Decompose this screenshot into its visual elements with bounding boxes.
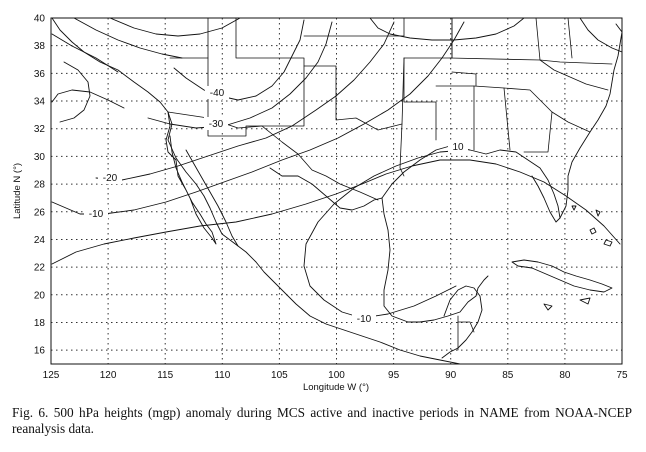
y-tick-label: 32 <box>34 124 46 135</box>
y-tick-label: 28 <box>34 180 46 191</box>
y-tick-label: 20 <box>34 290 46 301</box>
x-tick-label: 120 <box>100 370 117 381</box>
y-tick-label: 34 <box>34 97 46 108</box>
figure-caption: Fig. 6. 500 hPa heights (mgp) anomaly du… <box>12 405 632 436</box>
x-tick-label: 110 <box>214 370 230 381</box>
island-outline <box>571 205 577 211</box>
contour-labels: -40 -30 -20 -10 10 -10 <box>84 86 468 325</box>
y-axis-title: Latitude N (°) <box>12 163 23 219</box>
gulf-coastline <box>269 167 489 323</box>
y-tick-label: 40 <box>34 14 46 25</box>
island-outline <box>589 227 597 235</box>
contour-label: -10 <box>357 314 372 325</box>
state-borders <box>169 18 613 177</box>
y-tick-label: 30 <box>34 152 46 163</box>
island-outline <box>595 209 601 217</box>
height-anomaly-contours <box>51 18 622 319</box>
contour-label: -10 <box>89 209 104 220</box>
island-outline <box>543 303 553 311</box>
x-axis-title: Longitude W (°) <box>303 382 369 393</box>
y-tick-label: 18 <box>34 318 46 329</box>
texas-louisiana-coast <box>381 145 561 223</box>
x-axis-ticks: 125 120 115 110 105 100 95 90 85 80 75 <box>43 370 628 381</box>
y-tick-label: 26 <box>34 207 46 218</box>
contour-minus-40 <box>173 19 305 101</box>
x-tick-label: 80 <box>559 370 571 381</box>
contour-label: -40 <box>210 88 225 99</box>
x-tick-label: 95 <box>388 370 400 381</box>
contour-minus-10-west <box>51 21 465 215</box>
baja-gulf-coast <box>165 111 217 245</box>
island-outline <box>603 239 613 247</box>
y-tick-label: 16 <box>34 346 46 357</box>
island-outline <box>579 297 591 305</box>
x-tick-label: 75 <box>616 370 628 381</box>
contour-top-upper-left <box>109 18 241 37</box>
x-tick-label: 100 <box>328 370 345 381</box>
contour-minus-20 <box>95 21 395 181</box>
map-figure: -40 -30 -20 -10 10 -10 125 120 115 110 105 10… <box>12 14 628 394</box>
y-tick-label: 36 <box>34 69 46 80</box>
contour-plus-10 <box>303 149 467 319</box>
contour-top-far-east <box>579 18 622 53</box>
contour-minus-30 <box>147 21 333 129</box>
x-tick-label: 90 <box>445 370 457 381</box>
cuba-outline <box>511 259 613 293</box>
x-tick-label: 85 <box>502 370 514 381</box>
x-tick-label: 105 <box>271 370 288 381</box>
contour-minus-10-south <box>51 159 621 265</box>
plot-frame <box>50 17 623 365</box>
y-tick-label: 24 <box>34 235 46 246</box>
pacific-coastline <box>51 18 461 364</box>
y-tick-label: 38 <box>34 41 46 52</box>
map-canvas: -40 -30 -20 -10 10 -10 125 120 115 110 105 10… <box>12 14 628 394</box>
mexico-west-mainland <box>185 149 239 247</box>
contour-label: 10 <box>452 142 464 153</box>
y-tick-label: 22 <box>34 263 46 274</box>
contour-top-west-2 <box>51 89 125 109</box>
x-tick-label: 125 <box>43 370 60 381</box>
contour-top-west-1 <box>73 18 183 59</box>
contour-southern-upper <box>51 33 119 73</box>
atlantic-coastline <box>559 23 622 219</box>
contour-west-loop <box>59 61 91 123</box>
dotted-grid <box>51 18 622 364</box>
contour-label: -30 <box>209 119 224 130</box>
y-axis-ticks: 40 38 36 34 32 30 28 26 24 22 20 18 16 <box>34 14 46 357</box>
contour-top-east <box>369 18 525 41</box>
x-tick-label: 115 <box>157 370 173 381</box>
central-america-borders <box>457 315 475 351</box>
contour-label: -20 <box>103 173 118 184</box>
